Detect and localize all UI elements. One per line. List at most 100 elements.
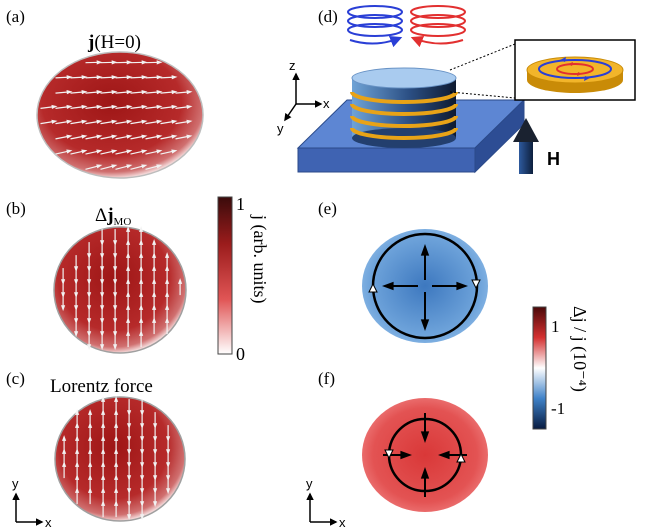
panel-b-title: ΔjMO bbox=[95, 205, 131, 228]
field-arrow-head bbox=[165, 317, 170, 323]
field-arrow-head bbox=[165, 304, 170, 310]
axis-indicator-3d: z x y bbox=[277, 58, 330, 136]
field-arrow-head bbox=[186, 104, 193, 110]
field-arrow-head bbox=[66, 149, 73, 154]
field-arrow-head bbox=[139, 226, 144, 232]
field-arrow-head bbox=[62, 461, 67, 467]
current-arrows-c bbox=[62, 396, 171, 521]
field-arrow-head bbox=[101, 500, 106, 506]
field-arrow-head bbox=[96, 104, 103, 110]
field-arrow-head bbox=[139, 252, 144, 258]
marker-e-left bbox=[368, 282, 378, 293]
field-arrow-head bbox=[171, 119, 178, 124]
field-arrow-head bbox=[66, 104, 73, 110]
colorbar-left-label: j (arb. units) bbox=[249, 214, 270, 303]
field-arrow-head bbox=[88, 435, 93, 441]
field-arrow-head bbox=[75, 422, 80, 428]
coil-blue bbox=[347, 5, 403, 48]
marker-e-right bbox=[471, 279, 481, 290]
field-arrow-head bbox=[101, 474, 106, 480]
field-arrow-head bbox=[96, 75, 103, 80]
axis-x-label-left: x bbox=[45, 515, 52, 530]
field-arrow-head bbox=[166, 488, 171, 495]
field-arrow-head bbox=[156, 149, 163, 154]
panel-b-label: (b) bbox=[6, 199, 26, 218]
field-arrow-head bbox=[88, 448, 93, 454]
field-arrow-head bbox=[101, 422, 106, 428]
field-arrow-head bbox=[111, 60, 118, 65]
field-arrow-head bbox=[127, 514, 132, 521]
field-arrow-head bbox=[111, 134, 118, 139]
field-arrow-head bbox=[139, 239, 144, 245]
radial-arrow-down-head bbox=[420, 319, 430, 331]
field-arrow-head bbox=[126, 252, 131, 258]
gold-layer bbox=[350, 91, 458, 104]
field-arrow-head bbox=[126, 164, 133, 169]
field-arrow-head bbox=[111, 104, 118, 110]
field-arrow-head bbox=[171, 134, 178, 139]
field-arrow-head bbox=[171, 90, 178, 95]
field-arrow-head bbox=[186, 119, 193, 124]
field-arrow-head bbox=[139, 304, 144, 310]
field-arrow-head bbox=[126, 317, 131, 323]
zoom-line-bottom bbox=[449, 91, 516, 99]
axis-indicator-left: y x bbox=[12, 476, 52, 530]
field-arrow-head bbox=[114, 474, 119, 480]
field-arrow-head bbox=[75, 448, 80, 454]
coil-red bbox=[410, 5, 466, 48]
radial-arrow-left-head bbox=[382, 281, 394, 291]
field-arrow-head bbox=[101, 435, 106, 441]
field-arrow-head bbox=[111, 119, 118, 124]
current-arrows-b bbox=[61, 226, 183, 351]
axis-x-label-right: x bbox=[339, 515, 346, 530]
field-arrow-head bbox=[141, 119, 148, 124]
gold-layer bbox=[350, 115, 458, 128]
field-arrow-head bbox=[152, 265, 157, 271]
colorbar-right-label: Δj / j (10⁻⁴) bbox=[569, 306, 590, 392]
field-arrow-head bbox=[88, 487, 93, 493]
field-arrow-head bbox=[75, 409, 80, 415]
field-arrow-head bbox=[114, 435, 119, 441]
field-arrow-head bbox=[75, 461, 80, 467]
field-arrow-head bbox=[62, 435, 67, 441]
field-arrow-head bbox=[51, 104, 58, 110]
radial-arrow-left-head bbox=[400, 450, 412, 460]
field-arrow-head bbox=[165, 278, 170, 284]
axis-x-label-3d: x bbox=[323, 96, 330, 111]
panel-a-label: (a) bbox=[6, 7, 25, 26]
panel-d-label: (d) bbox=[318, 7, 338, 26]
field-arrow-head bbox=[126, 304, 131, 310]
field-arrow-head bbox=[88, 422, 93, 428]
axis-y-label-left: y bbox=[12, 476, 19, 491]
inset-disk bbox=[514, 39, 636, 101]
zoom-line-top bbox=[449, 43, 516, 71]
field-arrow-head bbox=[165, 252, 170, 258]
diff-arrows-f bbox=[383, 413, 467, 497]
colorbar-right bbox=[532, 306, 547, 430]
field-arrow-head bbox=[126, 239, 131, 245]
field-arrow-head bbox=[139, 317, 144, 323]
panel-a-title: j(H=0) bbox=[87, 32, 141, 53]
field-arrow-head bbox=[126, 330, 131, 336]
marker-f-right bbox=[456, 452, 466, 463]
field-arrow-head bbox=[81, 90, 88, 95]
field-arrow-head bbox=[152, 304, 157, 310]
radial-arrow-right-head bbox=[438, 450, 450, 460]
field-arrow-head bbox=[114, 448, 119, 454]
field-arrow-head bbox=[101, 448, 106, 454]
field-arrow-head bbox=[141, 164, 148, 169]
field-arrow-head bbox=[165, 265, 170, 271]
field-arrow-head bbox=[111, 90, 118, 95]
field-arrow-head bbox=[81, 134, 88, 139]
field-arrow-head bbox=[178, 278, 183, 284]
field-arrow-head bbox=[111, 164, 118, 169]
field-arrow-head bbox=[88, 409, 93, 415]
field-arrow-head bbox=[66, 119, 73, 124]
field-arrow-head bbox=[126, 90, 133, 95]
field-arrow-head bbox=[139, 278, 144, 284]
field-arrow-head bbox=[152, 291, 157, 297]
field-arrow-head bbox=[101, 409, 106, 415]
colorbar-left-min: 0 bbox=[236, 344, 245, 364]
radial-arrow-right-head bbox=[456, 281, 468, 291]
